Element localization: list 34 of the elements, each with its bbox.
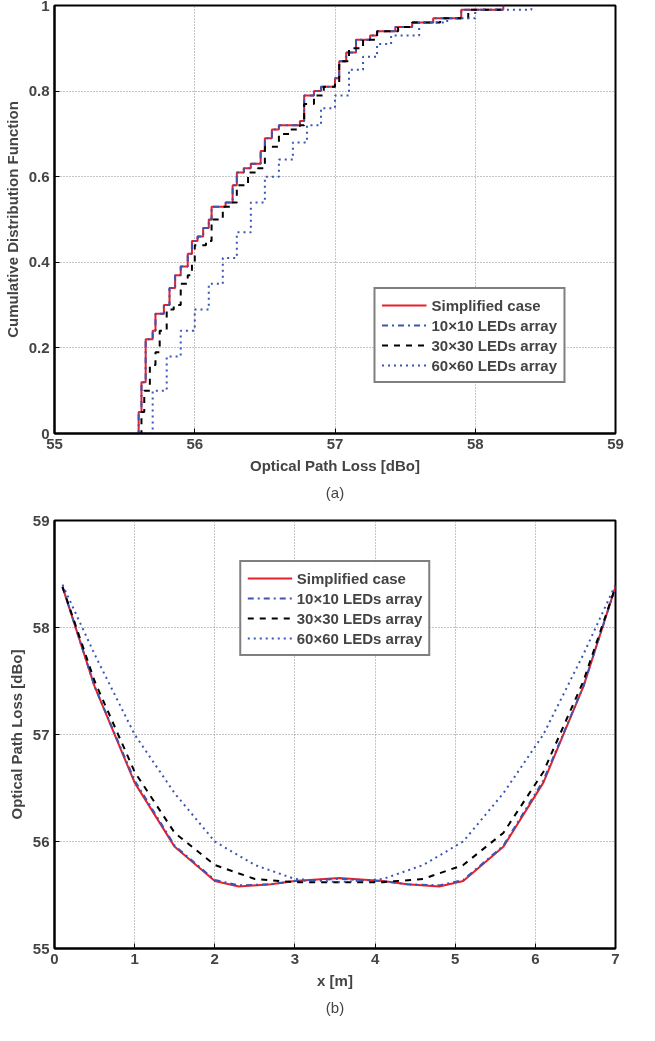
y-tick-label: 56: [32, 832, 50, 850]
x-tick-label: 56: [186, 434, 204, 452]
text: (b): [325, 998, 345, 1016]
x-tick-label: 7: [611, 949, 620, 967]
y-axis-title: Optical Path Loss [dBo]: [7, 649, 25, 820]
x-tick-label: 57: [326, 434, 344, 452]
y-tick-label: 59: [32, 511, 50, 529]
y-tick-label: 58: [32, 618, 50, 636]
x-tick-label: 2: [210, 949, 219, 967]
y-axis-title: Cumulative Distribution Function: [3, 101, 21, 338]
x-axis-title: Optical Path Loss [dBo]: [250, 456, 421, 474]
x-tick-label: 4: [370, 949, 380, 967]
legend-label: 60×60 LEDs array: [296, 629, 423, 647]
legend-label: 60×60 LEDs array: [431, 356, 557, 374]
legend-label: 30×30 LEDs array: [296, 609, 423, 627]
x-tick-label: 1: [130, 949, 139, 967]
y-tick-label: 0.6: [28, 167, 50, 185]
x-tick-label: 59: [607, 434, 624, 452]
x-tick-label: 6: [531, 949, 540, 967]
x-tick-label: 58: [466, 434, 484, 452]
x-axis-title: x [m]: [317, 971, 353, 989]
legend-label: 10×10 LEDs array: [296, 589, 423, 607]
y-tick-label: 57: [32, 725, 50, 743]
legend-label: 10×10 LEDs array: [431, 316, 557, 334]
legend-label: Simplified case: [431, 296, 541, 314]
y-tick-label: 0.2: [28, 338, 50, 356]
y-tick-label: 0.8: [28, 82, 50, 100]
y-tick-label: 0.4: [28, 253, 51, 271]
y-tick-label: 1: [41, 0, 50, 14]
x-tick-label: 5: [451, 949, 460, 967]
x-tick-label: 3: [290, 949, 300, 967]
legend-label: 30×30 LEDs array: [431, 336, 557, 354]
legend-label: Simplified case: [296, 569, 406, 587]
text: (a): [325, 483, 345, 501]
